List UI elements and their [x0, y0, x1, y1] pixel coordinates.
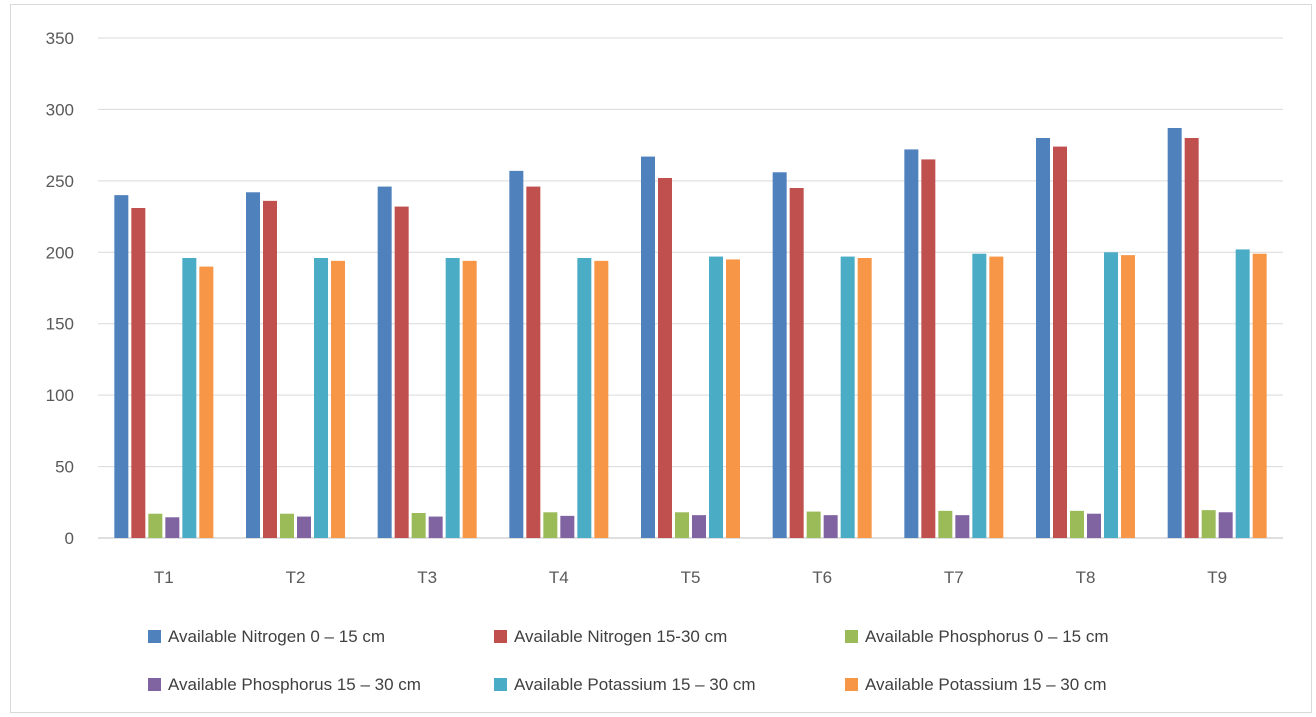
x-tick-label: T7 [944, 568, 964, 587]
x-tick-label: T2 [286, 568, 306, 587]
x-tick-label: T3 [417, 568, 437, 587]
bar [772, 172, 787, 539]
legend-swatch [148, 678, 161, 691]
x-tick-label: T5 [681, 568, 701, 587]
legend-swatch [494, 678, 507, 691]
bar [148, 513, 163, 538]
bar [263, 200, 277, 538]
bar [1235, 249, 1250, 538]
bar [806, 511, 821, 538]
bar [1070, 510, 1084, 538]
bar [594, 260, 609, 538]
bar [331, 260, 345, 538]
legend-label: Available Phosphorus 0 – 15 cm [865, 627, 1109, 646]
y-tick-label: 250 [46, 172, 74, 191]
bar [857, 258, 872, 538]
y-tick-label: 200 [46, 243, 74, 262]
y-tick-label: 300 [46, 100, 74, 119]
legend-label: Available Potassium 15 – 30 cm [865, 675, 1107, 694]
bar [297, 516, 311, 538]
bar [445, 258, 460, 538]
bar [921, 159, 936, 538]
bar [377, 186, 392, 539]
bar [789, 188, 804, 538]
bar [246, 192, 260, 539]
bar [726, 259, 740, 538]
bar [411, 513, 426, 538]
bar [114, 195, 129, 538]
bar [526, 186, 541, 539]
legend-swatch [845, 678, 858, 691]
x-tick-label: T4 [549, 568, 569, 587]
bar [658, 178, 672, 538]
bar [1121, 255, 1135, 538]
legend-swatch [148, 630, 161, 643]
bar [709, 256, 723, 538]
bar [428, 516, 443, 538]
legend-label: Available Nitrogen 0 – 15 cm [168, 627, 385, 646]
bar [199, 266, 214, 538]
bar [182, 258, 197, 538]
bar [314, 258, 328, 538]
y-tick-label: 0 [65, 529, 74, 548]
bar [1036, 138, 1050, 538]
bar [1053, 146, 1067, 539]
bar [840, 256, 855, 538]
bar [1252, 253, 1267, 538]
bar [675, 512, 689, 538]
bar [280, 513, 294, 538]
legend-swatch [494, 630, 507, 643]
bar [989, 256, 1004, 538]
x-tick-label: T8 [1076, 568, 1096, 587]
y-tick-label: 350 [46, 29, 74, 48]
legend-swatch [845, 630, 858, 643]
x-tick-label: T9 [1207, 568, 1227, 587]
bar [1218, 512, 1233, 538]
bar [1167, 128, 1182, 538]
legend-label: Available Potassium 15 – 30 cm [514, 675, 756, 694]
bar [972, 253, 987, 538]
y-tick-label: 50 [55, 458, 74, 477]
bar [1087, 513, 1101, 538]
bar [823, 515, 838, 538]
bar [1104, 252, 1118, 539]
legend-label: Available Phosphorus 15 – 30 cm [168, 675, 421, 694]
bar [543, 512, 558, 538]
bar [938, 510, 953, 538]
bar [904, 149, 919, 538]
bar [560, 515, 575, 538]
bar [165, 517, 180, 538]
bar [1201, 510, 1216, 538]
x-tick-label: T6 [812, 568, 832, 587]
y-tick-label: 150 [46, 315, 74, 334]
bar [1184, 138, 1199, 538]
bar [692, 515, 706, 538]
bar [641, 156, 655, 539]
bar [394, 206, 409, 539]
bar [462, 260, 477, 538]
bar [577, 258, 592, 538]
legend-label: Available Nitrogen 15-30 cm [514, 627, 727, 646]
x-tick-label: T1 [154, 568, 174, 587]
bar [509, 170, 524, 538]
bar [131, 208, 146, 538]
y-tick-label: 100 [46, 386, 74, 405]
bar [955, 515, 970, 538]
